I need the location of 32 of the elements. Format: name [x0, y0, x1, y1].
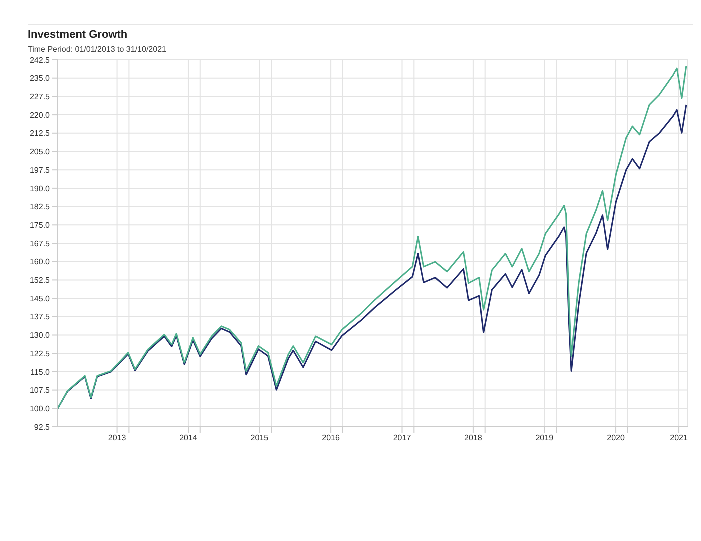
x-tick-label: 2017 [393, 434, 412, 443]
y-tick-label: 220.0 [30, 110, 51, 120]
y-tick-label: 212.5 [30, 129, 51, 138]
y-tick-label: 130.0 [30, 331, 51, 340]
y-tick-label: 107.5 [30, 386, 51, 396]
y-tick-label: 152.5 [30, 276, 51, 286]
y-tick-label: 205.0 [30, 148, 51, 157]
x-tick-label: 2015 [250, 434, 270, 443]
y-tick-label: 145.0 [30, 294, 51, 304]
y-tick-label: 227.5 [30, 92, 51, 102]
y-tick-label: 242.5 [30, 56, 51, 65]
x-tick-label: 2014 [180, 434, 198, 443]
y-tick-label: 100.0 [30, 404, 51, 414]
y-tick-label: 197.5 [30, 166, 51, 175]
x-tick-label: 2021 [670, 434, 688, 443]
y-tick-label: 182.5 [30, 202, 51, 212]
y-tick-label: 167.5 [30, 239, 51, 248]
y-tick-label: 160.0 [30, 258, 51, 267]
x-tick-label: 2016 [322, 434, 341, 443]
y-tick-label: 235.0 [30, 74, 51, 84]
y-tick-label: 190.0 [30, 184, 51, 194]
y-tick-label: 92.5 [34, 422, 51, 432]
x-tick-label: 2020 [607, 434, 626, 443]
y-tick-label: 137.5 [30, 312, 51, 322]
x-tick-label: 2018 [464, 434, 483, 443]
y-tick-label: 115.0 [30, 368, 51, 377]
x-tick-label: 2013 [108, 434, 127, 443]
x-tick-label: 2019 [536, 434, 554, 443]
y-tick-label: 122.5 [30, 349, 51, 358]
chart-subtitle: Time Period: 01/01/2013 to 31/10/2021 [28, 45, 168, 54]
y-tick-label: 175.0 [30, 220, 51, 230]
chart-title: Investment Growth [28, 24, 693, 41]
